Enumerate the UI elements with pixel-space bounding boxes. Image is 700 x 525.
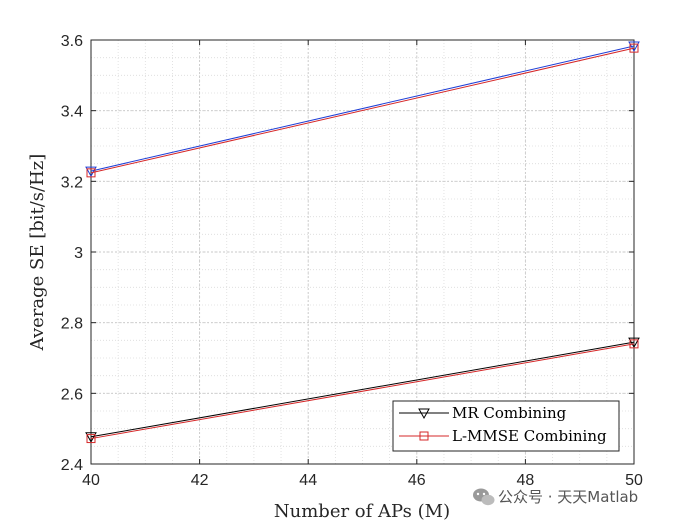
data-point-marker xyxy=(85,432,97,443)
data-point-marker xyxy=(628,41,640,53)
data-point-marker xyxy=(86,168,96,178)
series-group xyxy=(86,43,639,178)
series-group xyxy=(86,339,639,444)
y-tick-label: 2.4 xyxy=(61,457,83,474)
y-tick-label: 3 xyxy=(74,245,83,262)
x-tick-label: 44 xyxy=(299,472,317,489)
minor-grid xyxy=(90,39,635,465)
legend-entry: MR Combining xyxy=(399,404,567,422)
x-tick-label: 46 xyxy=(408,472,426,489)
data-point-marker xyxy=(85,166,97,178)
legend-box xyxy=(392,400,620,452)
data-point-marker xyxy=(629,43,639,53)
y-tick-label: 3.6 xyxy=(61,33,83,50)
series-line xyxy=(90,47,635,174)
wechat-icon xyxy=(473,488,495,506)
series-group xyxy=(85,41,640,178)
x-tick-label: 42 xyxy=(191,472,209,489)
series-line xyxy=(90,343,635,440)
legend: MR Combining L-MMSE Combining xyxy=(392,400,620,452)
watermark-text: 公众号 · 天天Matlab xyxy=(498,488,638,506)
y-axis-label: Average SE [bit/s/Hz] xyxy=(27,154,48,352)
legend-label: L-MMSE Combining xyxy=(452,427,607,445)
axis-ticks xyxy=(90,39,635,465)
y-tick-label: 3.2 xyxy=(61,174,83,191)
data-point-marker xyxy=(628,337,640,349)
data-point-marker xyxy=(629,339,639,349)
series-group xyxy=(85,337,640,443)
data-point-marker xyxy=(419,431,429,441)
tick-labels: 40 42 44 46 48 50 2.4 2.6 2.8 3 3.2 3.4 3.6 xyxy=(61,33,643,489)
data-point-marker xyxy=(86,434,96,444)
x-axis-label: Number of APs (M) xyxy=(274,501,450,522)
y-tick-label: 3.4 xyxy=(61,104,83,121)
series-line xyxy=(90,45,635,172)
y-tick-label: 2.6 xyxy=(61,386,83,403)
x-tick-label: 50 xyxy=(625,472,643,489)
y-tick-label: 2.8 xyxy=(61,316,83,333)
legend-entry: L-MMSE Combining xyxy=(399,427,607,445)
x-tick-label: 48 xyxy=(517,472,535,489)
series-line xyxy=(90,341,635,438)
series-layer xyxy=(85,41,640,444)
data-point-marker xyxy=(418,408,430,420)
watermark: 公众号 · 天天Matlab xyxy=(473,488,638,506)
x-tick-label: 40 xyxy=(82,472,100,489)
legend-label: MR Combining xyxy=(452,404,567,422)
